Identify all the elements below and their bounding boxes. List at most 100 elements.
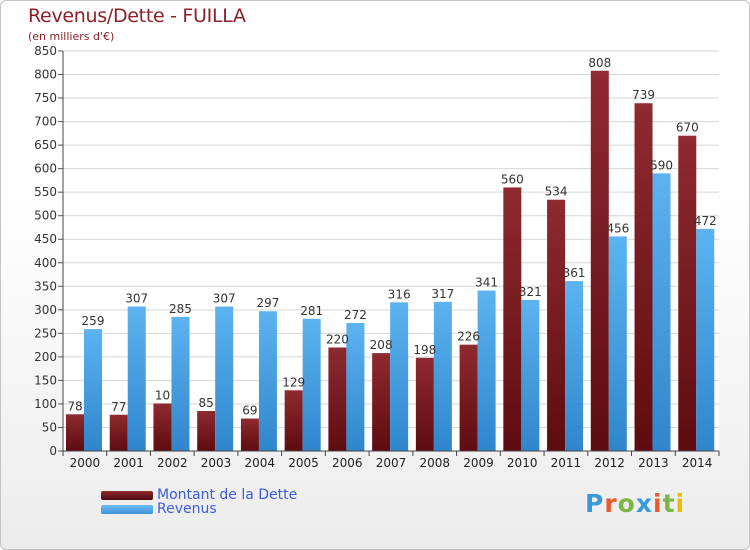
bar-revenue [346, 323, 365, 451]
legend-label-revenue: Revenus [157, 501, 217, 517]
data-label-revenue: 285 [169, 302, 192, 316]
chart-subtitle: (en milliers d'€) [28, 30, 115, 43]
y-tick-label: 550 [34, 185, 57, 199]
legend-item-debt: Montant de la Dette [101, 487, 298, 503]
logo-letter: x [635, 489, 653, 518]
logo-letter: o [617, 489, 636, 518]
bar-revenue [433, 301, 452, 451]
bar-debt [372, 353, 391, 451]
data-label-debt: 208 [370, 338, 393, 352]
data-label-revenue: 456 [606, 221, 629, 235]
y-tick-label: 200 [34, 350, 57, 364]
data-label-revenue: 317 [431, 287, 454, 301]
y-tick-label: 600 [34, 162, 57, 176]
chart-title: Revenus/Dette - FUILLA [28, 5, 246, 27]
data-label-debt: 69 [242, 404, 257, 418]
bar-debt [678, 135, 697, 452]
x-tick-label: 2006 [332, 456, 363, 470]
bar-revenue [390, 302, 409, 451]
y-tick-label: 800 [34, 68, 57, 82]
bar-revenue [302, 318, 321, 451]
data-label-debt: 226 [457, 330, 480, 344]
data-label-debt: 129 [282, 375, 305, 389]
legend-label-debt: Montant de la Dette [157, 487, 298, 503]
x-tick-label: 2009 [463, 456, 494, 470]
y-tick-label: 500 [34, 209, 57, 223]
y-tick-label: 700 [34, 115, 57, 129]
x-tick-label: 2012 [594, 456, 625, 470]
legend-swatch-debt [101, 490, 153, 500]
y-tick-label: 250 [34, 326, 57, 340]
data-label-revenue: 259 [82, 314, 105, 328]
y-tick-label: 450 [34, 232, 57, 246]
y-tick-label: 50 [42, 420, 57, 434]
y-tick-label: 300 [34, 303, 57, 317]
data-label-revenue: 272 [344, 308, 367, 322]
bar-revenue [84, 329, 102, 451]
data-label-revenue: 472 [694, 214, 717, 228]
bar-revenue [477, 290, 496, 451]
logo-letter: P [585, 489, 605, 518]
bar-revenue [215, 306, 234, 451]
logo-letter: t [662, 489, 676, 518]
data-label-debt: 77 [111, 400, 126, 414]
data-label-debt: 534 [545, 185, 568, 199]
y-tick-label: 150 [34, 373, 57, 387]
bar-revenue [565, 281, 584, 451]
bar-debt [153, 403, 172, 451]
x-tick-label: 2014 [682, 456, 713, 470]
y-tick-label: 400 [34, 256, 57, 270]
data-label-revenue: 361 [563, 266, 586, 280]
x-tick-label: 2013 [638, 456, 669, 470]
data-label-revenue: 590 [650, 158, 673, 172]
y-tick-label: 850 [34, 44, 57, 58]
bar-debt [197, 411, 216, 451]
x-tick-label: 2001 [113, 456, 144, 470]
bar-revenue [127, 306, 146, 451]
bar-debt [459, 344, 478, 451]
bar-revenue [696, 228, 715, 451]
data-label-debt: 560 [501, 172, 524, 186]
bar-debt [109, 414, 128, 451]
data-label-revenue: 281 [300, 304, 323, 318]
bar-debt [284, 390, 303, 451]
x-tick-label: 2003 [201, 456, 232, 470]
bar-debt [547, 199, 566, 451]
data-label-revenue: 341 [475, 276, 498, 290]
data-label-debt: 198 [413, 343, 436, 357]
data-label-debt: 808 [588, 56, 611, 70]
data-label-debt: 739 [632, 88, 655, 102]
bar-revenue [521, 299, 540, 451]
x-tick-label: 2011 [551, 456, 582, 470]
y-tick-label: 650 [34, 138, 57, 152]
bar-debt [503, 187, 522, 451]
bar-debt [328, 347, 347, 451]
proxiti-logo: Proxiti [585, 489, 685, 518]
bar-revenue [171, 316, 190, 451]
legend-item-revenue: Revenus [101, 501, 217, 517]
bar-debt [240, 418, 259, 451]
x-tick-label: 2000 [70, 456, 101, 470]
data-label-debt: 85 [199, 396, 214, 410]
data-label-debt: 670 [676, 121, 699, 135]
bar-revenue [258, 311, 277, 451]
data-label-revenue: 307 [125, 292, 148, 306]
x-tick-label: 2005 [288, 456, 319, 470]
logo-letter: i [653, 489, 663, 518]
data-label-revenue: 316 [388, 287, 411, 301]
bar-debt [66, 414, 84, 451]
data-label-revenue: 307 [213, 292, 236, 306]
legend-swatch-revenue [101, 504, 153, 514]
data-label-revenue: 321 [519, 285, 542, 299]
bar-debt [634, 103, 653, 451]
y-tick-label: 750 [34, 91, 57, 105]
data-label-revenue: 297 [256, 296, 279, 310]
bar-revenue [608, 236, 627, 451]
x-tick-label: 2008 [419, 456, 450, 470]
data-label-debt: 10 [155, 388, 170, 402]
x-tick-label: 2007 [376, 456, 407, 470]
y-tick-label: 350 [34, 279, 57, 293]
x-tick-label: 2010 [507, 456, 538, 470]
